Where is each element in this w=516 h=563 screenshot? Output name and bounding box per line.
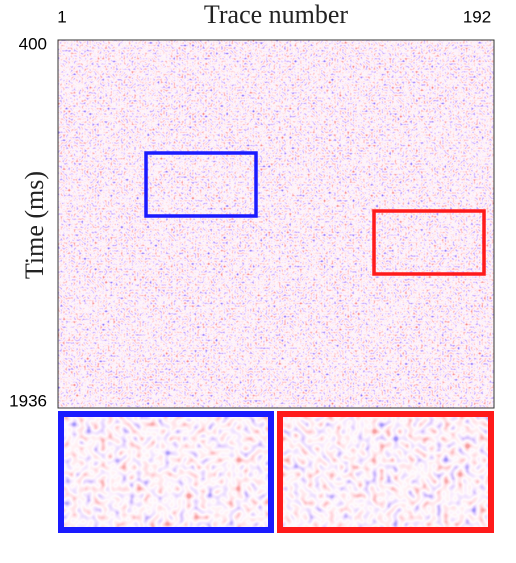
blue-zoom-inset [61,414,271,530]
y-axis-title: Time (ms) [20,171,49,279]
y-tick-label: 400 [19,34,47,53]
x-tick-label: 1 [57,7,66,26]
red-zoom-box [372,209,486,276]
red-zoom-inset [280,414,491,530]
blue-zoom-box [144,151,258,218]
x-tick-label: 192 [463,7,491,26]
x-axis-title: Trace number [204,0,349,29]
plot-frame [57,39,495,409]
blue-inset-frame [58,411,274,533]
seismic-section [58,40,494,408]
red-inset-frame [277,411,494,533]
y-tick-label: 1936 [9,391,47,410]
